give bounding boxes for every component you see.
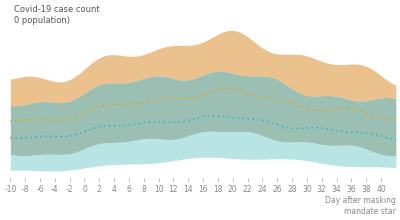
X-axis label: Day after masking
mandate star: Day after masking mandate star — [325, 196, 396, 216]
Text: Covid-19 case count
0 population): Covid-19 case count 0 population) — [14, 5, 100, 25]
